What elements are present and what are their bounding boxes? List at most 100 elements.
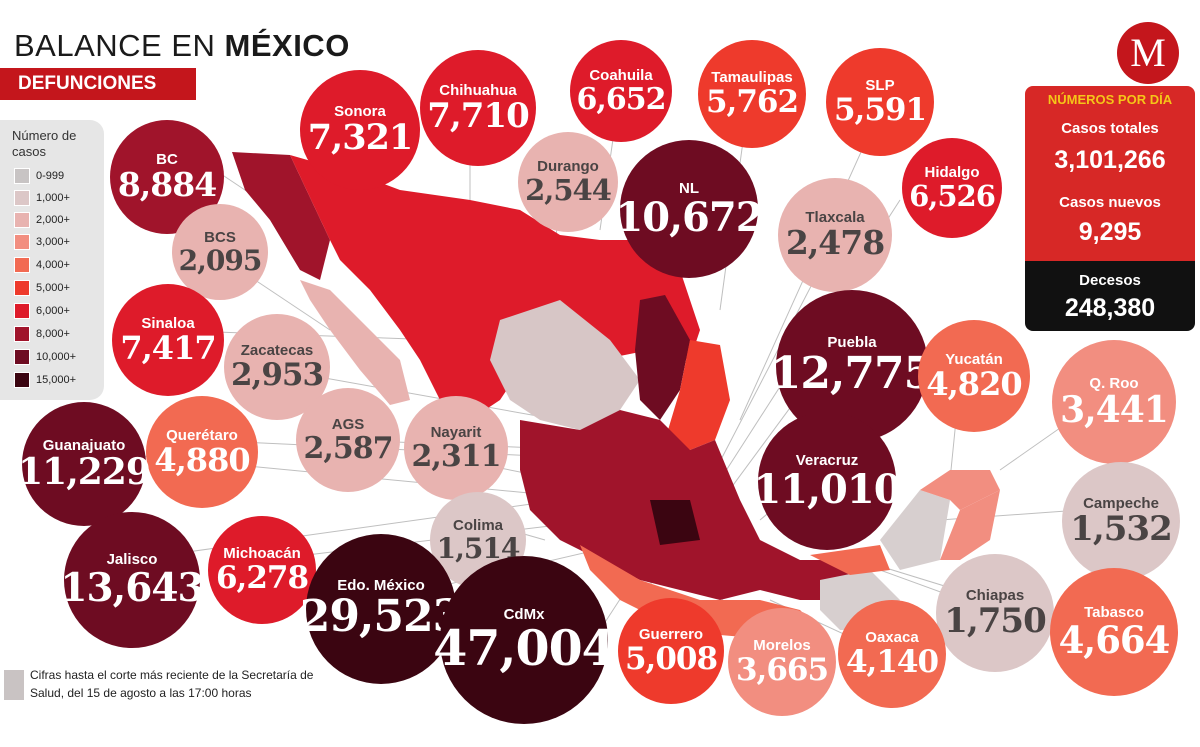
state-name: Chiapas	[965, 586, 1025, 604]
legend-swatch	[14, 212, 30, 229]
region-tamaulipas	[665, 340, 730, 450]
state-name: Yucatán	[945, 350, 1003, 368]
state-bubble: Edo. México 29,523	[300, 534, 463, 684]
state-bubble: Tamaulipas 5,762	[698, 40, 806, 148]
state-name: Jalisco	[106, 551, 158, 569]
state-value: 4,880	[154, 440, 250, 479]
legend-swatch	[14, 326, 30, 343]
state-value: 11,229	[18, 450, 151, 493]
state-bubble: Michoacán 6,278	[208, 516, 316, 624]
state-bubble: Tlaxcala 2,478	[778, 178, 892, 292]
state-value: 5,008	[624, 641, 718, 678]
stats-black-section	[1025, 261, 1195, 331]
state-value: 29,523	[299, 591, 463, 643]
total-cases-label: Casos totales	[1061, 120, 1159, 137]
legend-item: 0-999	[14, 167, 64, 185]
state-name: Campeche	[1083, 494, 1159, 512]
state-value: 2,095	[178, 243, 263, 277]
state-name: Tlaxcala	[805, 209, 865, 227]
state-name: Sinaloa	[141, 314, 195, 332]
state-name: Guerrero	[638, 626, 704, 644]
state-name: Puebla	[827, 334, 877, 352]
state-name: Michoacán	[223, 545, 301, 563]
state-name: Edo. México	[337, 577, 425, 595]
state-value: 11,010	[753, 465, 901, 513]
region-tabasco	[810, 545, 890, 575]
state-name: Sonora	[334, 103, 386, 121]
legend-swatch	[14, 190, 30, 207]
deaths-value: 248,380	[1064, 294, 1156, 322]
legend-swatch	[14, 372, 30, 389]
state-value: 5,591	[833, 92, 927, 129]
state-bubble: Tabasco 4,664	[1050, 568, 1178, 696]
region-durango	[490, 300, 640, 430]
state-bubble: Q. Roo 3,441	[1052, 340, 1176, 464]
state-value: 6,652	[576, 81, 667, 117]
state-bubble: Guanajuato 11,229	[18, 402, 151, 526]
state-value: 7,417	[120, 328, 216, 367]
state-value: 2,544	[525, 173, 612, 208]
legend-title: Número de casos	[12, 128, 77, 159]
state-value: 7,710	[427, 95, 529, 136]
legend-item: 6,000+	[14, 302, 70, 320]
state-name: AGS	[331, 415, 365, 433]
state-bubble: Jalisco 13,643	[60, 512, 205, 648]
state-value: 4,820	[926, 364, 1022, 403]
state-name: Colima	[452, 516, 503, 534]
state-value: 2,587	[303, 430, 394, 466]
legend-label: 3,000+	[36, 236, 70, 248]
region-nl	[635, 295, 690, 420]
legend-swatch	[14, 303, 30, 320]
state-name: Tamaulipas	[711, 69, 793, 87]
state-value: 12,775	[770, 348, 934, 400]
new-cases-value: 9,295	[1078, 218, 1142, 246]
state-bubble: CdMx 47,004	[433, 556, 616, 724]
legend-label: 10,000+	[36, 351, 77, 363]
region-campeche	[880, 490, 950, 570]
state-bubble: Hidalgo 6,526	[902, 138, 1002, 238]
state-bubble: Chihuahua 7,710	[420, 50, 536, 166]
state-value: 8,884	[117, 165, 217, 205]
legend-label: 5,000+	[36, 282, 70, 294]
state-name: Coahuila	[589, 66, 653, 84]
legend-swatch	[14, 349, 30, 366]
state-name: Querétaro	[166, 426, 238, 444]
state-name: Q. Roo	[1089, 374, 1139, 392]
state-value: 10,672	[615, 193, 763, 241]
legend-label: 0-999	[36, 170, 65, 182]
state-value: 2,953	[230, 357, 324, 394]
legend-label: 4,000+	[36, 259, 70, 271]
legend-label: 2,000+	[36, 214, 70, 226]
state-name: Oaxaca	[865, 629, 919, 647]
state-name: Hidalgo	[924, 164, 980, 182]
stats-header: NÚMEROS POR DÍA	[1047, 92, 1173, 107]
state-name: Nayarit	[430, 423, 482, 441]
total-cases-value: 3,101,266	[1054, 146, 1166, 174]
state-bubble: BCS 2,095	[172, 204, 268, 300]
legend-swatch	[14, 257, 30, 274]
state-name: Morelos	[753, 637, 811, 655]
legend-swatch	[14, 280, 30, 297]
state-name: Zacatecas	[240, 342, 314, 360]
state-value: 2,311	[411, 438, 502, 474]
state-bubble: Yucatán 4,820	[918, 320, 1030, 432]
state-value: 7,321	[307, 117, 414, 159]
legend-label: 8,000+	[36, 328, 70, 340]
legend-label: 15,000+	[36, 374, 77, 386]
legend-swatch	[14, 168, 30, 185]
state-name: Tabasco	[1084, 604, 1144, 622]
state-bubble: Guerrero 5,008	[618, 598, 724, 704]
legend-item: 1,000+	[14, 189, 70, 207]
state-bubble: Sonora 7,321	[300, 70, 420, 190]
state-value: 13,643	[60, 565, 204, 612]
region-qroo	[940, 490, 1000, 560]
legend-label: 1,000+	[36, 192, 70, 204]
state-name: BCS	[204, 228, 236, 246]
state-name: NL	[679, 179, 699, 197]
state-value: 47,004	[433, 618, 616, 677]
state-bubble: Coahuila 6,652	[570, 40, 672, 142]
state-value: 3,665	[735, 652, 829, 689]
state-bubble: AGS 2,587	[296, 388, 400, 492]
legend-label: 6,000+	[36, 305, 70, 317]
state-name: BC	[156, 151, 178, 169]
